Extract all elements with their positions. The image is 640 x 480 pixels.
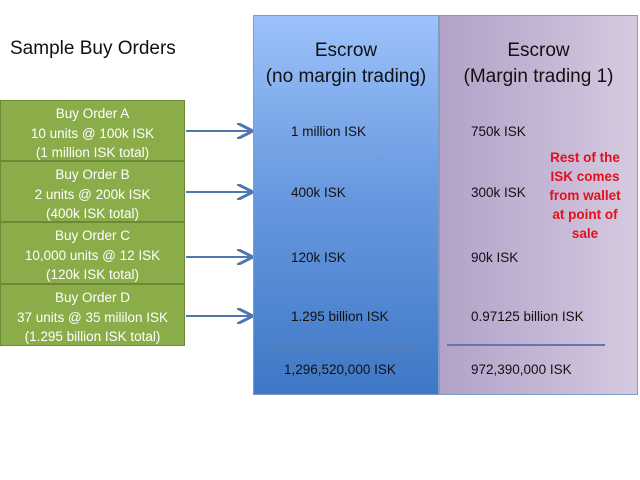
column-title: Escrow [314,40,378,61]
escrow-margin-column: Escrow (Margin trading 1) 750k ISK 300k … [439,15,638,395]
order-detail: 10,000 units @ 12 ISK [24,247,161,263]
escrow-value-a: 1 million ISK [291,124,367,139]
column-title: Escrow [507,40,570,61]
order-name: Buy Order C [54,228,131,243]
escrow-value-b: 400k ISK [291,185,346,200]
slide-title: Sample Buy Orders [10,38,176,59]
order-total: (1 million ISK total) [35,145,150,160]
escrow-total: 972,390,000 ISK [471,362,572,377]
escrow-total: 1,296,520,000 ISK [284,362,396,377]
order-detail: 10 units @ 100k ISK [30,125,155,141]
order-detail: 37 units @ 35 mililon ISK [16,309,169,325]
escrow-value-d: 0.97125 billion ISK [471,309,584,324]
buy-order-d: Buy Order D 37 units @ 35 mililon ISK (1… [0,284,185,346]
wallet-note: Rest of the ISK comes from wallet at poi… [549,150,621,241]
escrow-no-margin-column: Escrow (no margin trading) 1 million ISK… [253,15,439,395]
buy-order-a: Buy Order A 10 units @ 100k ISK (1 milli… [0,100,185,161]
escrow-value-c: 90k ISK [471,250,519,265]
order-name: Buy Order B [55,167,130,182]
order-total: (400k ISK total) [45,206,140,221]
order-detail: 2 units @ 200k ISK [34,186,151,202]
column-header: Escrow (no margin trading) [254,38,438,90]
order-total: (1.295 billion ISK total) [24,329,161,344]
order-total: (120k ISK total) [45,267,140,282]
escrow-value-c: 120k ISK [291,250,346,265]
total-divider [266,346,424,348]
column-subtitle: (Margin trading 1) [463,66,614,87]
column-header: Escrow (Margin trading 1) [440,38,637,90]
buy-order-c: Buy Order C 10,000 units @ 12 ISK (120k … [0,222,185,284]
order-name: Buy Order A [55,106,130,121]
escrow-value-b: 300k ISK [471,185,526,200]
column-subtitle: (no margin trading) [265,66,427,87]
total-divider [447,344,605,346]
buy-order-b: Buy Order B 2 units @ 200k ISK (400k ISK… [0,161,185,222]
order-name: Buy Order D [54,290,131,305]
escrow-value-d: 1.295 billion ISK [291,309,389,324]
escrow-value-a: 750k ISK [471,124,526,139]
